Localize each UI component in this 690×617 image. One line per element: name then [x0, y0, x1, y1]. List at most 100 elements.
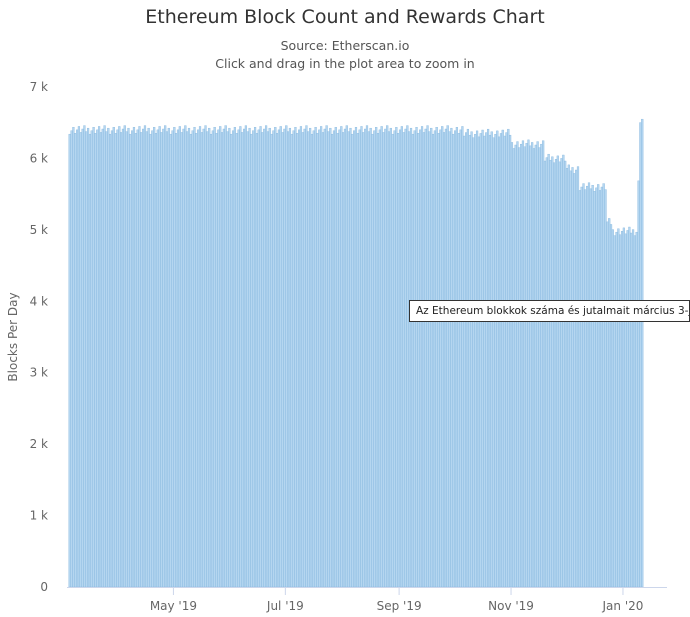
bar[interactable]: [609, 224, 613, 588]
bar[interactable]: [395, 127, 398, 588]
bar[interactable]: [531, 142, 534, 588]
bar[interactable]: [562, 154, 565, 588]
bar[interactable]: [540, 143, 543, 588]
bar[interactable]: [358, 129, 361, 588]
bar[interactable]: [296, 133, 299, 588]
bar[interactable]: [233, 127, 236, 588]
bar[interactable]: [549, 159, 552, 588]
bar[interactable]: [408, 131, 411, 588]
bar[interactable]: [314, 127, 317, 588]
bar[interactable]: [521, 140, 525, 588]
bar[interactable]: [99, 132, 103, 588]
bar[interactable]: [398, 129, 402, 588]
bar[interactable]: [532, 148, 536, 588]
bar[interactable]: [507, 128, 510, 588]
bar[interactable]: [516, 141, 519, 588]
bar[interactable]: [242, 128, 246, 588]
bar[interactable]: [266, 131, 270, 588]
bar[interactable]: [68, 133, 71, 588]
bar[interactable]: [342, 132, 345, 588]
bar[interactable]: [147, 127, 150, 588]
bar[interactable]: [391, 133, 394, 588]
bar[interactable]: [573, 173, 576, 588]
bar[interactable]: [611, 229, 614, 588]
bar[interactable]: [441, 126, 444, 588]
bar[interactable]: [74, 133, 77, 588]
bar[interactable]: [334, 127, 337, 588]
bar[interactable]: [393, 130, 396, 588]
bar[interactable]: [285, 125, 288, 588]
bar[interactable]: [118, 126, 121, 588]
bar[interactable]: [98, 126, 101, 588]
bar[interactable]: [345, 125, 348, 588]
bar[interactable]: [180, 132, 183, 588]
bar[interactable]: [277, 129, 281, 588]
bar[interactable]: [132, 127, 136, 588]
bar[interactable]: [255, 133, 258, 588]
bar[interactable]: [79, 132, 82, 588]
bar[interactable]: [167, 127, 170, 588]
bar[interactable]: [197, 129, 200, 588]
bar[interactable]: [72, 127, 75, 588]
bar[interactable]: [417, 133, 420, 588]
bar[interactable]: [140, 132, 143, 588]
bar[interactable]: [189, 133, 192, 588]
bar[interactable]: [193, 127, 196, 588]
bar[interactable]: [250, 133, 253, 588]
bar[interactable]: [253, 127, 257, 588]
bar[interactable]: [248, 127, 251, 588]
bar[interactable]: [641, 118, 644, 588]
bar[interactable]: [323, 128, 326, 588]
bar[interactable]: [542, 140, 545, 588]
bar[interactable]: [138, 126, 141, 588]
bar[interactable]: [387, 131, 391, 588]
bar[interactable]: [527, 139, 530, 588]
bar[interactable]: [156, 129, 159, 588]
bar[interactable]: [569, 170, 572, 588]
bar[interactable]: [437, 133, 440, 588]
bar[interactable]: [518, 147, 521, 588]
bar[interactable]: [543, 160, 547, 588]
bar[interactable]: [487, 128, 490, 588]
bar[interactable]: [290, 133, 293, 588]
bar[interactable]: [477, 136, 481, 588]
bar[interactable]: [343, 128, 347, 588]
bar[interactable]: [580, 186, 583, 588]
bar[interactable]: [564, 160, 567, 588]
bar[interactable]: [413, 130, 416, 588]
bar[interactable]: [499, 133, 503, 588]
bar[interactable]: [107, 127, 110, 588]
bar[interactable]: [400, 126, 403, 588]
bar[interactable]: [94, 133, 97, 588]
bar[interactable]: [411, 133, 414, 588]
bar[interactable]: [85, 131, 88, 588]
bar[interactable]: [202, 128, 205, 588]
bar[interactable]: [275, 133, 279, 588]
bar[interactable]: [187, 127, 191, 588]
bar[interactable]: [129, 133, 132, 588]
bar[interactable]: [305, 125, 308, 588]
bar[interactable]: [310, 133, 314, 588]
bar[interactable]: [121, 128, 125, 588]
bar[interactable]: [191, 130, 194, 588]
bar[interactable]: [472, 137, 475, 588]
bar[interactable]: [431, 133, 435, 588]
bar[interactable]: [321, 132, 325, 588]
bar[interactable]: [584, 189, 587, 588]
bar[interactable]: [406, 125, 409, 588]
bar[interactable]: [426, 125, 429, 588]
bar[interactable]: [134, 133, 137, 588]
bar[interactable]: [525, 143, 528, 588]
bar[interactable]: [404, 128, 407, 588]
bar[interactable]: [87, 127, 90, 588]
bar[interactable]: [230, 133, 233, 588]
bar[interactable]: [613, 235, 616, 588]
bar[interactable]: [510, 142, 514, 588]
bar[interactable]: [75, 129, 79, 588]
bar[interactable]: [444, 128, 447, 588]
bar[interactable]: [241, 132, 244, 588]
bar[interactable]: [288, 127, 292, 588]
bar[interactable]: [127, 127, 130, 588]
bar[interactable]: [633, 235, 636, 588]
